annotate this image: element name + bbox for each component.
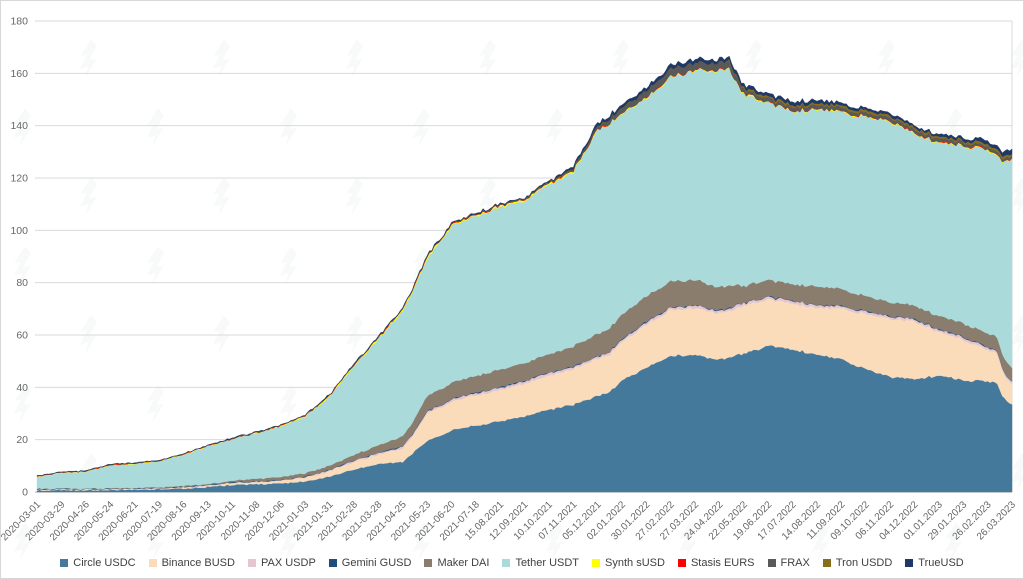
legend-item-stasis-eurs: Stasis EURS (677, 557, 755, 569)
legend-swatch-binance-busd (148, 559, 157, 567)
legend-swatch-stasis-eurs (677, 559, 686, 567)
svg-text:80: 80 (16, 277, 28, 289)
legend-item-binance-busd: Binance BUSD (148, 557, 235, 569)
svg-text:100: 100 (10, 225, 28, 237)
legend-label: FRAX (780, 557, 810, 569)
legend-swatch-tether-usdt (502, 559, 511, 567)
legend-swatch-frax (767, 559, 776, 567)
legend-item-maker-dai: Maker DAI (424, 557, 489, 569)
y-axis-labels: 0 20 40 60 80 100 120 140 160 180 (10, 16, 28, 499)
legend-item-trueusd: TrueUSD (905, 557, 964, 569)
stacked-series-areas (36, 55, 1013, 493)
legend-label: Gemini GUSD (341, 557, 412, 569)
legend-swatch-gemini-gusd (328, 559, 337, 567)
svg-text:120: 120 (10, 173, 28, 185)
chart-legend: Circle USDC Binance BUSD PAX USDP Gemini GU… (1, 554, 1023, 572)
legend-swatch-pax-usdp (247, 559, 256, 567)
svg-text:0: 0 (22, 487, 28, 499)
legend-label: Circle USDC (73, 557, 136, 569)
legend-item-tron-usdd: Tron USDD (822, 557, 893, 569)
legend-label: Tether USDT (515, 557, 580, 569)
legend-swatch-maker-dai (424, 559, 433, 567)
series-area-trueusd (36, 55, 1013, 477)
svg-text:180: 180 (10, 16, 28, 28)
legend-item-gemini-gusd: Gemini GUSD (328, 557, 412, 569)
legend-label: TrueUSD (918, 557, 964, 569)
x-axis-labels: 2020-03-012020-03-292020-04-262020-05-24… (1, 499, 1018, 543)
legend-swatch-synth-susd (592, 559, 601, 567)
svg-text:40: 40 (16, 382, 28, 394)
legend-label: Stasis EURS (690, 557, 755, 569)
legend-swatch-circle-usdc (60, 559, 69, 567)
legend-item-frax: FRAX (767, 557, 810, 569)
legend-swatch-trueusd (905, 559, 914, 567)
legend-item-tether-usdt: Tether USDT (502, 557, 579, 569)
legend-label: Tron USDD (835, 557, 893, 569)
svg-text:60: 60 (16, 330, 28, 342)
legend-item-circle-usdc: Circle USDC (60, 557, 136, 569)
legend-label: Synth sUSD (605, 557, 665, 569)
legend-label: Maker DAI (437, 557, 490, 569)
legend-swatch-tron-usdd (822, 559, 831, 567)
legend-item-synth-susd: Synth sUSD (592, 557, 665, 569)
svg-text:160: 160 (10, 68, 28, 80)
legend-label: PAX USDP (260, 557, 316, 569)
legend-item-pax-usdp: PAX USDP (247, 557, 316, 569)
svg-text:140: 140 (10, 120, 28, 132)
legend-label: Binance BUSD (161, 557, 235, 569)
svg-text:20: 20 (16, 434, 28, 446)
